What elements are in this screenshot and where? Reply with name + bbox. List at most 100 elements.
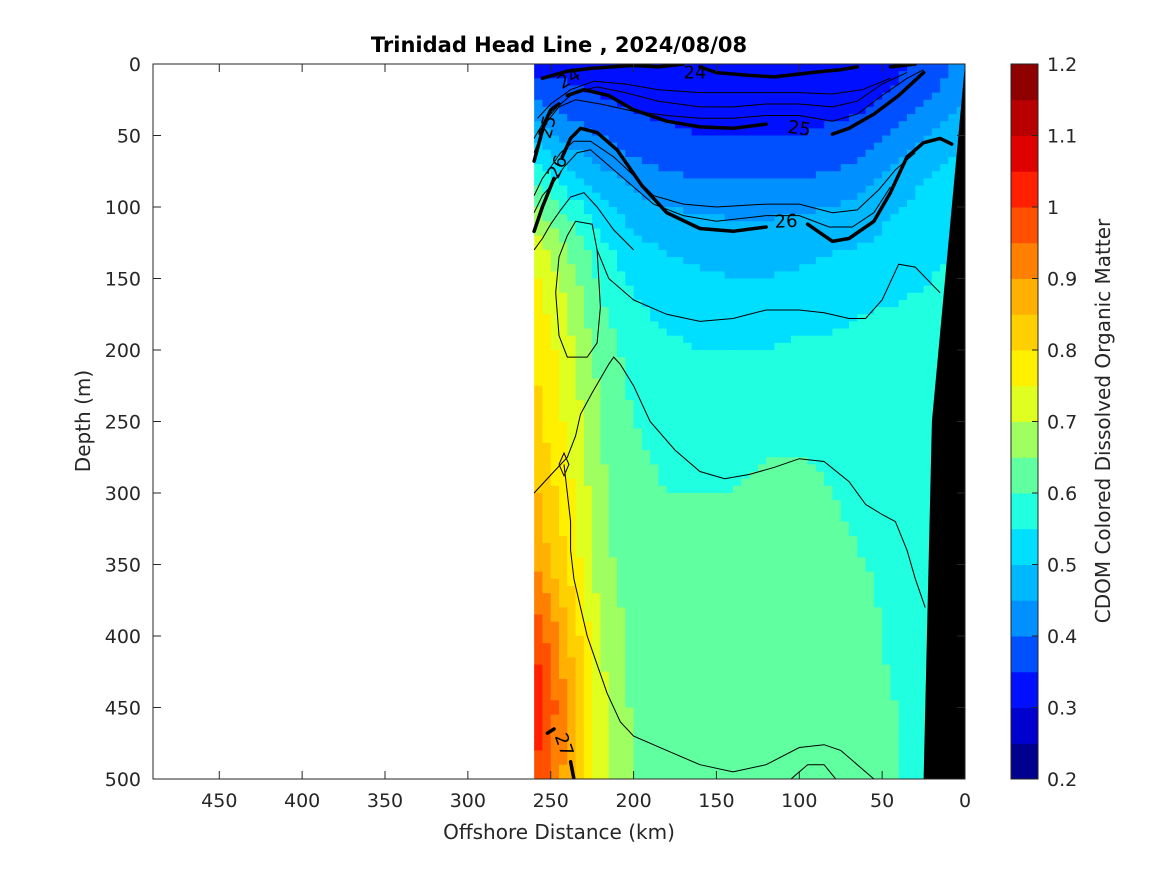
field-cell bbox=[567, 678, 577, 687]
field-cell bbox=[666, 78, 676, 87]
field-cell bbox=[907, 585, 916, 594]
field-cell bbox=[774, 657, 784, 666]
field-cell bbox=[782, 700, 792, 709]
field-cell bbox=[641, 135, 651, 144]
field-cell bbox=[766, 636, 776, 644]
field-cell bbox=[559, 92, 568, 101]
field-cell bbox=[608, 149, 618, 158]
field-cell bbox=[857, 721, 867, 730]
field-cell bbox=[840, 493, 850, 501]
field-cell bbox=[542, 736, 552, 744]
field-cell bbox=[857, 342, 867, 351]
field-cell bbox=[666, 328, 676, 337]
field-cell bbox=[741, 564, 751, 573]
field-cell bbox=[890, 564, 900, 573]
field-cell bbox=[849, 171, 858, 179]
field-cell bbox=[807, 457, 817, 465]
field-cell bbox=[807, 164, 817, 172]
field-cell bbox=[567, 106, 577, 115]
field-cell bbox=[832, 121, 842, 129]
field-cell bbox=[666, 428, 676, 437]
field-cell bbox=[766, 721, 776, 730]
field-cell bbox=[882, 392, 892, 401]
field-cell bbox=[716, 450, 726, 458]
field-cell bbox=[774, 428, 784, 437]
field-cell bbox=[815, 636, 825, 644]
field-cell bbox=[824, 299, 834, 308]
field-cell bbox=[567, 199, 577, 208]
field-cell bbox=[641, 535, 651, 544]
field-cell bbox=[625, 535, 635, 544]
field-cell bbox=[873, 78, 883, 87]
field-cell bbox=[865, 249, 875, 258]
field-cell bbox=[890, 664, 900, 673]
field-cell bbox=[832, 135, 842, 144]
field-cell bbox=[691, 564, 701, 573]
field-cell bbox=[592, 414, 602, 423]
field-cell bbox=[666, 392, 676, 401]
field-cell bbox=[716, 385, 726, 394]
field-cell bbox=[807, 135, 817, 144]
field-cell bbox=[658, 485, 668, 494]
field-cell bbox=[658, 414, 668, 423]
field-cell bbox=[608, 643, 618, 651]
field-cell bbox=[600, 407, 610, 415]
field-cell bbox=[766, 221, 776, 230]
field-cell bbox=[733, 85, 742, 94]
field-cell bbox=[691, 507, 701, 516]
field-cell bbox=[608, 721, 618, 730]
field-cell bbox=[749, 564, 759, 573]
field-cell bbox=[583, 171, 593, 179]
field-cell bbox=[641, 199, 651, 208]
field-cell bbox=[923, 521, 933, 530]
field-cell bbox=[749, 207, 759, 215]
field-cell bbox=[650, 578, 660, 587]
field-cell bbox=[567, 750, 577, 759]
field-cell bbox=[575, 407, 585, 415]
field-cell bbox=[799, 535, 809, 544]
field-cell bbox=[849, 457, 858, 465]
field-cell bbox=[849, 85, 858, 94]
field-cell bbox=[931, 292, 941, 301]
field-cell bbox=[791, 485, 800, 494]
field-cell bbox=[915, 192, 925, 201]
field-cell bbox=[592, 156, 602, 165]
field-cell bbox=[699, 228, 709, 237]
field-cell bbox=[716, 736, 726, 744]
field-cell bbox=[815, 693, 825, 701]
field-cell bbox=[873, 371, 883, 380]
field-cell bbox=[633, 249, 643, 258]
field-cell bbox=[600, 557, 610, 566]
field-cell bbox=[782, 135, 792, 144]
field-cell bbox=[907, 543, 916, 551]
field-cell bbox=[857, 507, 867, 516]
field-cell bbox=[683, 543, 693, 551]
field-cell bbox=[849, 621, 858, 630]
field-cell bbox=[774, 85, 784, 94]
field-cell bbox=[699, 421, 709, 430]
field-cell bbox=[749, 428, 759, 437]
field-cell bbox=[815, 621, 825, 630]
field-cell bbox=[716, 414, 726, 423]
field-cell bbox=[749, 235, 759, 244]
field-cell bbox=[550, 392, 560, 401]
field-cell bbox=[915, 414, 925, 423]
field-cell bbox=[575, 628, 585, 637]
field-cell bbox=[857, 628, 867, 637]
field-cell bbox=[699, 714, 709, 723]
field-cell bbox=[658, 507, 668, 516]
field-cell bbox=[583, 578, 593, 587]
field-cell bbox=[733, 171, 742, 179]
field-cell bbox=[799, 543, 809, 551]
field-cell bbox=[641, 171, 651, 179]
field-cell bbox=[741, 414, 751, 423]
field-cell bbox=[898, 207, 908, 215]
field-cell bbox=[683, 435, 693, 444]
field-cell bbox=[583, 585, 593, 594]
field-cell bbox=[666, 249, 676, 258]
field-cell bbox=[600, 493, 610, 501]
field-cell bbox=[575, 357, 585, 365]
field-cell bbox=[559, 64, 568, 72]
field-cell bbox=[791, 686, 800, 694]
field-cell bbox=[650, 728, 660, 737]
